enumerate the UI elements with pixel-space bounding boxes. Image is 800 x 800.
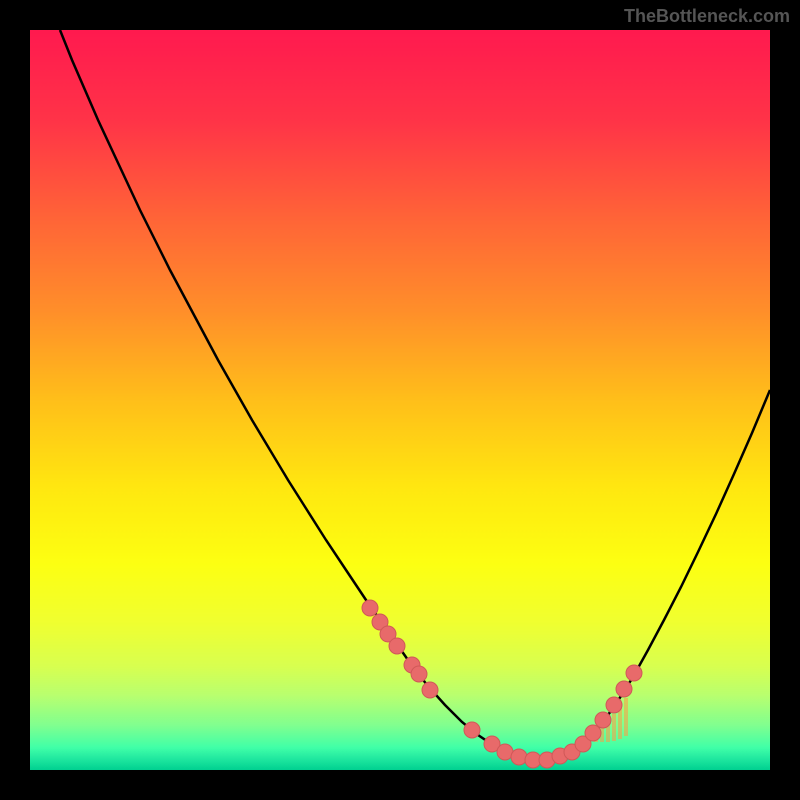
marker-dot [626, 665, 642, 681]
plot-area [30, 30, 770, 770]
marker-group [362, 600, 642, 768]
marker-dot [411, 666, 427, 682]
marker-dot [616, 681, 632, 697]
chart-frame: TheBottleneck.com [0, 0, 800, 800]
marker-dot [362, 600, 378, 616]
marker-dot [389, 638, 405, 654]
orange-band [612, 714, 616, 741]
marker-dot [606, 697, 622, 713]
watermark-text: TheBottleneck.com [624, 6, 790, 27]
marker-dot [585, 725, 601, 741]
orange-band [624, 698, 628, 736]
chart-svg [30, 30, 770, 770]
valley-curve [60, 30, 770, 762]
marker-dot [511, 749, 527, 765]
marker-dot [422, 682, 438, 698]
marker-dot [464, 722, 480, 738]
marker-dot [595, 712, 611, 728]
